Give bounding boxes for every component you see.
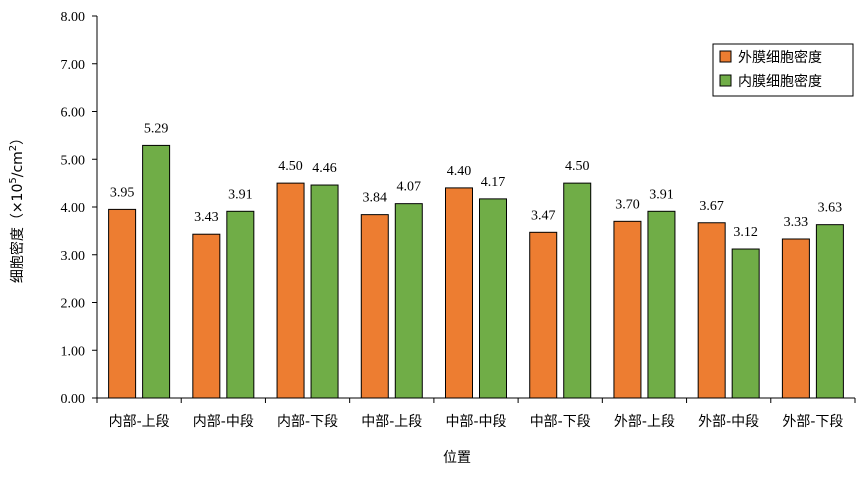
value-label: 3.33 [784,215,809,230]
y-tick-label: 4.00 [61,201,86,216]
legend: 外膜细胞密度 内膜细胞密度 [712,43,854,97]
value-label: 3.43 [194,210,219,225]
legend-box [712,43,854,97]
bar-outer [529,231,558,399]
value-labels-group: 3.95 5.29 3.43 3.91 4.50 4.46 3.84 4.07 4.40 4.17… [110,121,842,240]
x-ticks-group: 内部-上段 内部-中段 内部-下段 中部-上段 中部-中段 中部-下段 外部-上段 外部-中段… [96,398,856,430]
value-label: 4.07 [397,180,422,195]
legend-swatch-outer [719,50,732,63]
legend-label-outer: 外膜细胞密度 [738,49,822,66]
bar-outer [697,222,726,399]
bars-group [108,144,844,399]
value-label: 3.67 [699,199,724,214]
y-axis-title: 细胞密度（×105/cm2） [8,131,26,283]
x-tick-label: 中部-下段 [530,414,591,430]
bar-inner [647,210,676,399]
x-axis-title: 位置 [443,450,471,466]
y-ticks-group: 0.00 1.00 2.00 3.00 4.00 5.00 6.00 7.00 8.00 [61,10,97,407]
value-label: 4.17 [481,175,506,190]
bar-inner [310,184,339,399]
value-label: 3.95 [110,185,135,200]
y-tick-label: 3.00 [61,249,86,264]
bar-outer [108,208,137,399]
value-label: 3.70 [615,197,640,212]
x-tick-label: 中部-上段 [361,414,422,430]
x-tick-label: 外部-中段 [698,414,759,430]
value-label: 3.91 [649,187,674,202]
y-tick-label: 2.00 [61,297,86,312]
bar-inner [394,203,423,399]
value-label: 3.47 [531,208,556,223]
legend-swatch-inner [719,74,732,87]
bar-inner [815,224,844,399]
x-tick-label: 外部-上段 [614,414,675,430]
y-tick-label: 6.00 [61,106,86,121]
y-tick-label: 1.00 [61,344,86,359]
x-tick-label: 内部-上段 [109,414,170,430]
x-tick-label: 内部-下段 [277,414,338,430]
bar-outer [613,220,642,399]
value-label: 4.50 [565,159,590,174]
bar-inner [563,182,592,399]
value-label: 3.63 [818,201,843,216]
bar-outer [360,214,389,399]
bar-inner [226,210,255,399]
value-label: 3.91 [228,187,253,202]
bar-outer [781,238,810,399]
value-label: 4.46 [312,161,337,176]
y-tick-label: 0.00 [61,392,86,407]
bar-outer [276,182,305,399]
legend-label-inner: 内膜细胞密度 [738,73,822,90]
bar-inner [142,144,171,399]
x-tick-label: 中部-中段 [445,414,506,430]
value-label: 5.29 [144,121,169,136]
x-tick-label: 内部-中段 [193,414,254,430]
value-label: 3.12 [733,225,758,240]
y-tick-label: 5.00 [61,153,86,168]
bar-inner [731,248,760,399]
y-tick-label: 8.00 [61,10,86,25]
value-label: 3.84 [363,191,388,206]
bar-outer [445,187,473,399]
value-label: 4.50 [278,159,303,174]
value-label: 4.40 [447,164,472,179]
y-tick-label: 7.00 [61,58,86,73]
x-tick-label: 外部-下段 [782,414,843,430]
bar-inner [479,198,507,399]
bar-outer [192,233,221,399]
